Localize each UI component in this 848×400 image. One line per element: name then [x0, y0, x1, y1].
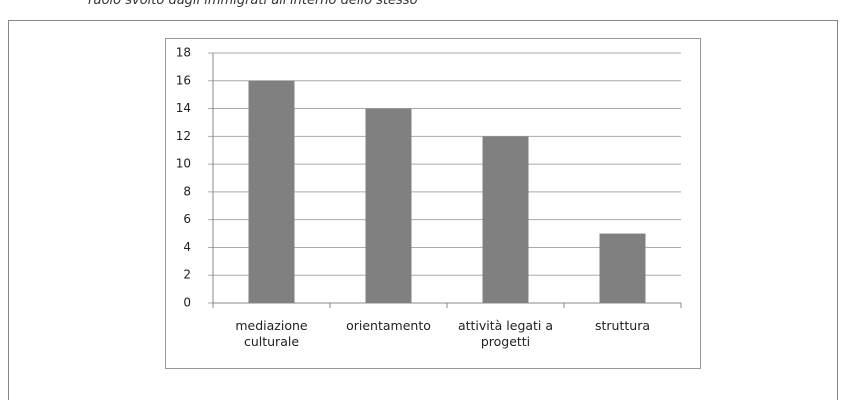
frame [8, 20, 838, 400]
chart: 0 2 4 6 8 10 12 14 16 18 [165, 38, 701, 369]
x-tick-label: struttura [595, 318, 650, 333]
y-tick-label: 2 [183, 268, 191, 282]
caption: ruolo svolto dagli immigrati all'interno… [88, 0, 418, 8]
y-tick-label: 0 [183, 296, 191, 310]
y-tick-label: 4 [183, 240, 191, 254]
y-tick-label: 16 [176, 73, 191, 87]
x-tick-label: attività legati a progetti [457, 318, 554, 349]
page: ruolo svolto dagli immigrati all'interno… [8, 0, 838, 400]
y-tick-label: 6 [183, 212, 191, 226]
bar [248, 80, 295, 304]
x-tick-label: mediazione culturale [235, 318, 308, 349]
y-tick-label: 8 [183, 184, 191, 198]
y-tick-label: 18 [176, 46, 191, 60]
y-tick-label: 14 [176, 101, 191, 115]
y-tick-label: 10 [176, 157, 191, 171]
bar [365, 108, 412, 303]
bar [482, 136, 529, 303]
x-tick-label: orientamento [346, 318, 431, 333]
y-tick-label: 12 [176, 129, 191, 143]
bar [599, 233, 646, 303]
